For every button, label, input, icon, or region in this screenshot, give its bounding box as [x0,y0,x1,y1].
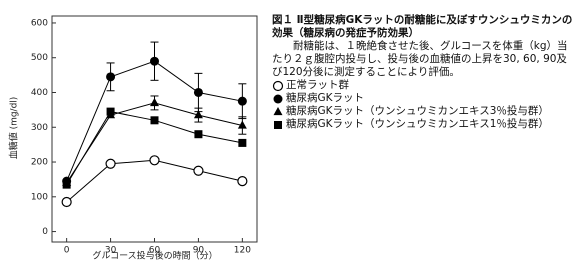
marker [150,116,159,125]
x-tick-label: 30 [105,246,117,256]
marker [150,97,159,107]
x-tick-label: 60 [149,246,161,256]
y-tick-label: 600 [31,18,48,28]
legend-label: 正常ラット群 [286,79,349,91]
x-tick-label: 0 [64,246,70,256]
marker [193,165,204,176]
marker [193,87,203,97]
marker [237,96,247,106]
y-tick-label: 200 [31,158,48,168]
marker [106,72,116,82]
marker [194,130,203,139]
chart: 血糖値 (mg/dl) グルコース投与後の時間（分） 0100200300400… [8,15,258,262]
legend-symbol [273,94,283,104]
y-tick-label: 300 [31,123,48,133]
legend: 正常ラット群 糖尿病GKラット 糖尿病GKラット（ウンシュウミカンエキス3％投与群）… [272,79,574,131]
legend-symbol [274,121,282,129]
legend-symbol [273,107,283,116]
marker [106,107,115,116]
caption: 図１ Ⅱ型糖尿病GKラットの耐糖能に及ぼすウンシュウミカンの効果（糖尿病の発症予… [272,14,574,131]
marker [149,155,160,166]
marker [273,94,283,104]
legend-item: 糖尿病GKラット [272,92,574,105]
marker [237,176,248,187]
legend-item: 糖尿病GKラット（ウンシュウミカンエキス1％投与群） [272,118,574,131]
legend-item: 糖尿病GKラット（ウンシュウミカンエキス3％投与群） [272,105,574,118]
legend-label: 糖尿病GKラット [286,92,365,104]
series-line [66,102,243,184]
marker [150,56,159,66]
x-axis-label: グルコース投与後の時間（分） [92,250,217,262]
legend-label: 糖尿病GKラット（ウンシュウミカンエキス3％投与群） [286,105,549,117]
x-tick-label: 90 [193,246,205,256]
y-tick-label: 100 [31,192,48,202]
caption-body: 耐糖能は、１晩絶食させた後、グルコースを体重（kg）当たり２ｇ腹腔内投与し、投与… [272,40,568,78]
marker [105,158,116,169]
caption-title: 図１ Ⅱ型糖尿病GKラットの耐糖能に及ぼすウンシュウミカンの効果（糖尿病の発症予… [272,14,573,39]
marker [272,80,284,92]
legend-symbol [272,80,284,92]
x-tick-label: 120 [234,246,251,256]
marker [273,107,283,116]
legend-label: 糖尿病GKラット（ウンシュウミカンエキス1％投与群） [286,118,549,130]
y-tick-label: 500 [31,53,48,63]
marker [193,110,203,119]
y-axis-label: 血糖値 (mg/dl) [8,97,20,160]
y-tick-label: 0 [42,227,48,237]
marker [274,121,282,129]
series-line [66,159,243,203]
marker [238,138,247,147]
marker [62,180,71,189]
legend-item: 正常ラット群 [272,79,574,92]
marker [61,196,72,208]
marker [237,120,247,129]
y-tick-label: 400 [31,88,48,98]
